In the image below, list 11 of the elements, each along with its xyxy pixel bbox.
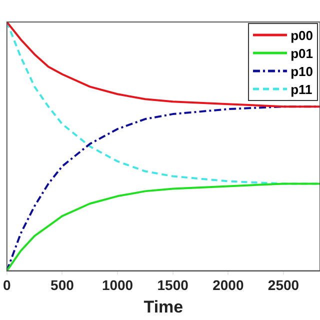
legend-label: p11 <box>290 82 312 96</box>
x-tick-label: 1500 <box>157 277 189 294</box>
legend-label: p01 <box>290 46 313 60</box>
x-tick-label: 2000 <box>212 277 244 294</box>
legend-label: p00 <box>290 28 313 42</box>
x-axis-title: Time <box>144 297 184 316</box>
x-tick-label: 500 <box>50 277 74 294</box>
x-tick-label: 0 <box>2 277 11 294</box>
x-tick-label: 1000 <box>102 277 134 294</box>
legend-label: p10 <box>290 64 313 78</box>
x-tick-label: 2500 <box>268 277 300 294</box>
